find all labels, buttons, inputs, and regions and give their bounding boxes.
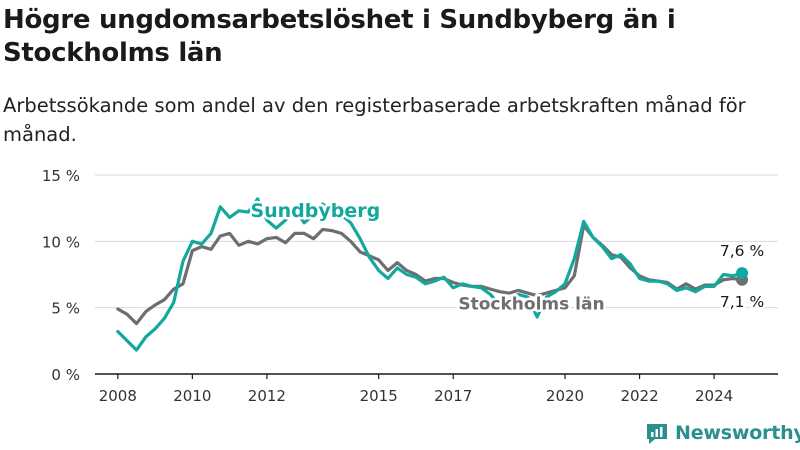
x-tick-label: 2012 [248, 387, 286, 405]
y-tick-label: 0 % [51, 366, 80, 384]
x-axis: 2008 2010 2012 2015 2017 2020 2022 2024 [95, 373, 778, 405]
x-tick-label: 2008 [99, 387, 137, 405]
sundbyberg-end-value-label: 7,6 % [720, 242, 764, 260]
stockholms-lan-series-label: Stockholms län [458, 295, 604, 315]
x-tick-label: 2010 [173, 387, 211, 405]
x-tick-label: 2017 [434, 387, 472, 405]
chart-subtitle: Arbetssökande som andel av den registerb… [3, 94, 746, 146]
gridlines [95, 174, 778, 309]
x-tick-label: 2020 [546, 387, 584, 405]
series-layer [116, 197, 749, 352]
x-tick-label: 2015 [360, 387, 398, 405]
series-labels: Sundbyberg Stockholms län 7,6 % 7,1 % [248, 197, 767, 317]
y-tick-label: 10 % [42, 233, 80, 251]
stockholms-lan-end-value-label: 7,1 % [720, 293, 764, 311]
newsworthy-logo: Newsworthy [645, 421, 800, 445]
sundbyberg-end-point [736, 267, 749, 280]
y-tick-label: 5 % [51, 300, 80, 318]
sundbyberg-line [116, 197, 744, 352]
x-tick-label: 2022 [620, 387, 658, 405]
stockholms-lan-line [116, 223, 744, 326]
chart-title: Högre ungdomsarbetslöshet i Sundbyberg ä… [3, 5, 676, 68]
y-tick-label: 15 % [42, 167, 80, 185]
x-tick-label: 2024 [695, 387, 733, 405]
brand-name: Newsworthy [675, 422, 800, 444]
sundbyberg-series-label: Sundbyberg [250, 200, 380, 222]
y-axis-labels: 0 % 5 % 10 % 15 % [42, 167, 80, 384]
newsworthy-logo-icon [647, 424, 667, 444]
